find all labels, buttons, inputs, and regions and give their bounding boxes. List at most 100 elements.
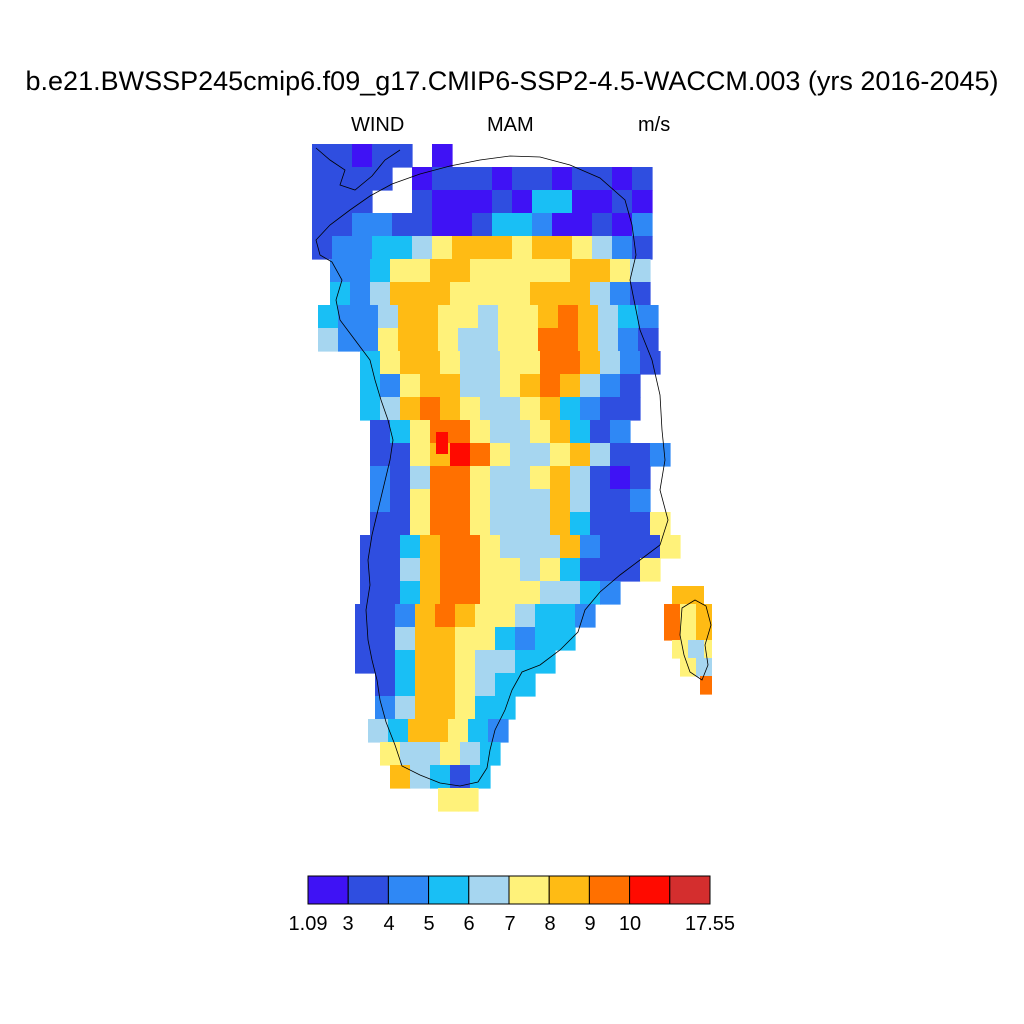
wind-cell: [438, 305, 459, 329]
colorbar-label: 1.09: [289, 913, 328, 935]
northern-coast-fragment: [315, 147, 401, 191]
wind-cell: [495, 650, 516, 674]
wind-cell: [455, 604, 476, 628]
wind-cell: [400, 558, 421, 582]
wind-cell: [610, 512, 631, 536]
wind-cell: [580, 397, 601, 421]
wind-cell: [358, 328, 379, 352]
wind-cell: [598, 305, 619, 329]
wind-cell: [460, 742, 481, 766]
colorbar-label: 4: [383, 913, 394, 935]
wind-cell: [590, 489, 611, 513]
wind-cell: [438, 328, 459, 352]
wind-cell: [450, 443, 471, 467]
wind-cell: [550, 489, 571, 513]
wind-cell: [380, 535, 401, 559]
wind-cell: [560, 558, 581, 582]
wind-cell: [420, 374, 441, 398]
wind-cell: [575, 604, 596, 628]
wind-cell: [580, 558, 601, 582]
wind-cell: [540, 374, 561, 398]
wind-cell: [592, 190, 613, 214]
wind-cell: [570, 466, 591, 490]
wind-cell: [530, 259, 551, 283]
wind-cell: [555, 604, 576, 628]
wind-cell: [440, 351, 461, 375]
wind-cell: [590, 282, 611, 306]
wind-cell: [440, 397, 461, 421]
wind-cell: [410, 420, 431, 444]
island-wind-cell: [664, 604, 680, 623]
wind-cell: [520, 558, 541, 582]
wind-cell: [478, 305, 499, 329]
wind-cell: [360, 397, 381, 421]
wind-cell: [610, 466, 631, 490]
wind-cell: [630, 466, 651, 490]
wind-cell: [532, 190, 553, 214]
wind-cell: [512, 236, 533, 260]
wind-cell: [470, 489, 491, 513]
wind-cell: [372, 213, 393, 237]
wind-cell: [530, 466, 551, 490]
wind-cell: [570, 420, 591, 444]
wind-cell: [380, 397, 401, 421]
wind-cell: [612, 236, 633, 260]
wind-cell: [492, 190, 513, 214]
wind-cell: [435, 673, 456, 697]
wind-cell: [610, 420, 631, 444]
wind-cell: [400, 581, 421, 605]
wind-cell: [415, 627, 436, 651]
wind-cell: [455, 696, 476, 720]
wind-cell: [492, 213, 513, 237]
wind-cell: [432, 190, 453, 214]
wind-cell: [410, 443, 431, 467]
wind-cell: [612, 167, 633, 191]
wind-cell: [392, 144, 413, 168]
wind-cell: [358, 305, 379, 329]
wind-cell: [560, 397, 581, 421]
wind-cell: [515, 604, 536, 628]
wind-cell: [590, 259, 611, 283]
wind-cell: [458, 305, 479, 329]
wind-cell: [455, 673, 476, 697]
wind-cell: [430, 512, 451, 536]
wind-cell: [390, 489, 411, 513]
wind-cell: [435, 627, 456, 651]
wind-cell: [475, 604, 496, 628]
wind-cell: [388, 719, 409, 743]
colorbar-label: 9: [584, 913, 595, 935]
colorbar-labels: 1.09 3 4 5 6 7 8 9 10 17.55: [289, 913, 736, 935]
wind-cell: [395, 627, 416, 651]
wind-cell: [432, 236, 453, 260]
wind-cell: [412, 167, 433, 191]
colorbar-label: 6: [463, 913, 474, 935]
wind-cell: [550, 259, 571, 283]
wind-cell-peak: [436, 432, 448, 454]
wind-cell: [600, 397, 621, 421]
colorbar-box: [387, 875, 430, 905]
wind-cell: [395, 673, 416, 697]
wind-cell: [580, 351, 601, 375]
wind-cell: [480, 351, 501, 375]
island-wind-cell: [696, 604, 712, 623]
wind-cell: [495, 673, 516, 697]
wind-cell: [360, 374, 381, 398]
wind-cell: [600, 558, 621, 582]
wind-cell: [415, 696, 436, 720]
wind-cell: [450, 282, 471, 306]
wind-cell: [452, 213, 473, 237]
wind-cell: [540, 535, 561, 559]
colorbar-box: [307, 875, 349, 905]
wind-cell: [435, 650, 456, 674]
wind-cell: [440, 374, 461, 398]
wind-cell: [390, 420, 411, 444]
wind-cell: [550, 466, 571, 490]
wind-cell: [570, 489, 591, 513]
wind-cell: [490, 512, 511, 536]
wind-cell: [410, 282, 431, 306]
wind-cell: [452, 167, 473, 191]
wind-cell: [420, 581, 441, 605]
wind-cell: [540, 581, 561, 605]
